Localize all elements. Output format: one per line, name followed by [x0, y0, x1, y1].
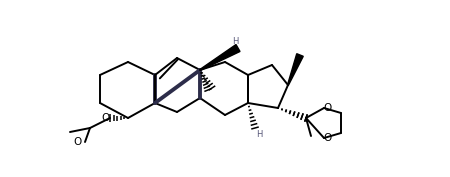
Text: H: H: [232, 37, 238, 46]
Text: O: O: [74, 137, 82, 147]
Text: O: O: [101, 113, 109, 123]
Text: H: H: [256, 130, 262, 139]
Text: O: O: [324, 133, 332, 143]
Polygon shape: [288, 54, 303, 85]
Text: O: O: [324, 103, 332, 113]
Polygon shape: [200, 45, 240, 70]
